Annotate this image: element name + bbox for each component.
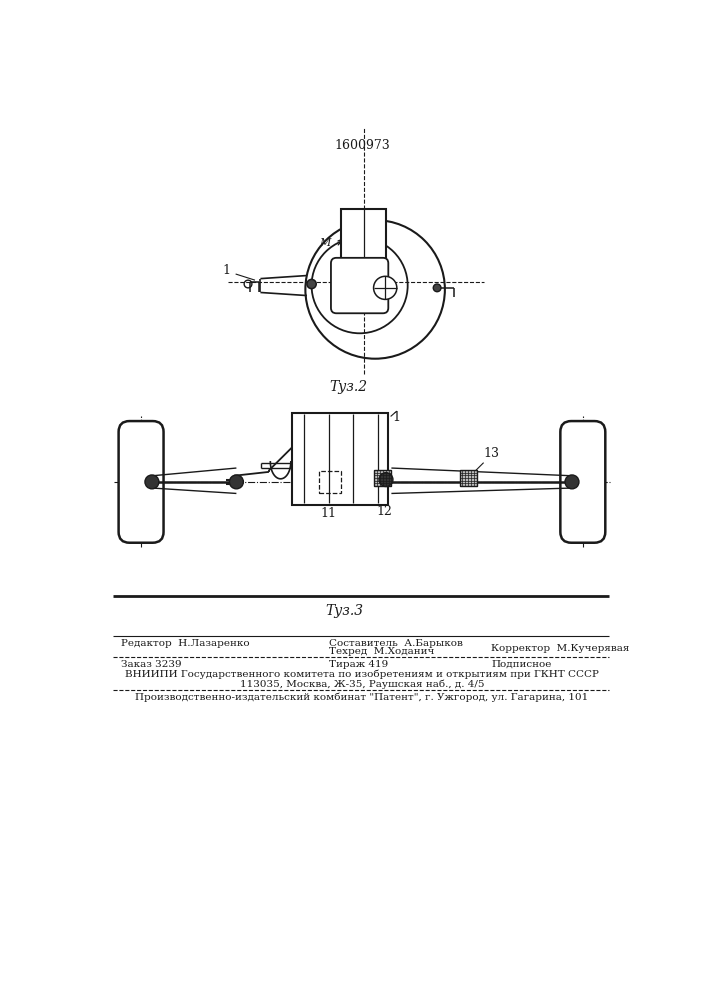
Text: 1: 1 xyxy=(392,411,400,424)
Bar xyxy=(320,471,341,493)
Text: 113035, Москва, Ж-35, Раушская наб., д. 4/5: 113035, Москва, Ж-35, Раушская наб., д. … xyxy=(240,679,484,689)
Circle shape xyxy=(145,475,159,489)
Text: Заказ 3239: Заказ 3239 xyxy=(121,660,182,669)
Text: Редактор  Н.Лазаренко: Редактор Н.Лазаренко xyxy=(121,639,250,648)
Circle shape xyxy=(433,284,441,292)
Text: ВНИИПИ Государственного комитета по изобретениям и открытиям при ГКНТ СССР: ВНИИПИ Государственного комитета по изоб… xyxy=(125,670,599,679)
FancyBboxPatch shape xyxy=(119,421,163,543)
Circle shape xyxy=(565,475,579,489)
Text: Производственно-издательский комбинат "Патент", г. Ужгород, ул. Гагарина, 101: Производственно-издательский комбинат "П… xyxy=(135,692,588,702)
Text: Составитель  А.Барыков: Составитель А.Барыков xyxy=(329,639,462,648)
Bar xyxy=(292,413,387,505)
Text: 11: 11 xyxy=(321,507,337,520)
Text: φ: φ xyxy=(374,231,382,240)
Bar xyxy=(341,209,386,274)
Text: 12: 12 xyxy=(377,505,392,518)
Circle shape xyxy=(230,475,243,489)
Text: Техред  М.Ходанич: Техред М.Ходанич xyxy=(329,647,434,656)
Text: Корректор  М.Кучерявая: Корректор М.Кучерявая xyxy=(491,644,630,653)
Text: Тираж 419: Тираж 419 xyxy=(329,660,388,669)
Bar xyxy=(374,470,392,486)
Text: Подписное: Подписное xyxy=(491,660,551,669)
Text: Τуз.3: Τуз.3 xyxy=(325,604,363,618)
Circle shape xyxy=(379,473,393,487)
Text: 1: 1 xyxy=(222,264,230,277)
Text: F: F xyxy=(347,232,354,241)
Text: M: M xyxy=(319,238,330,248)
Text: 1600973: 1600973 xyxy=(334,139,390,152)
FancyBboxPatch shape xyxy=(561,421,605,543)
FancyBboxPatch shape xyxy=(331,258,388,313)
Text: Τуз.2: Τуз.2 xyxy=(329,380,367,394)
Text: 13: 13 xyxy=(484,447,500,460)
Circle shape xyxy=(307,279,316,289)
Circle shape xyxy=(373,276,397,299)
Bar xyxy=(460,470,477,486)
